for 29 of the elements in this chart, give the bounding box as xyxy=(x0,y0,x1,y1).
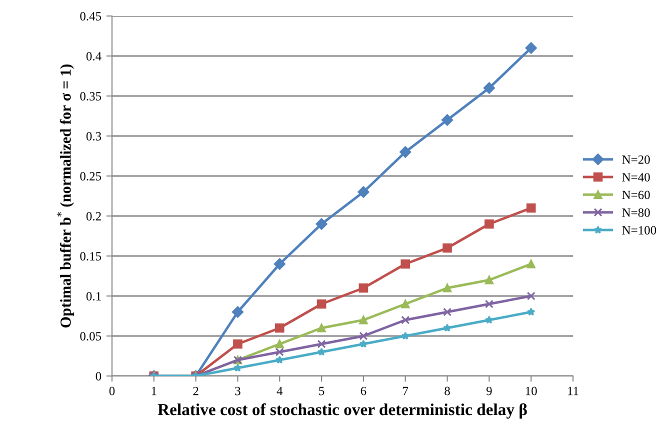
x-tick-label: 7 xyxy=(403,386,408,396)
y-tick-label: 0.4 xyxy=(86,52,102,61)
y-axis-title: Optimal buffer b$^{*}$ (normalized for σ = 1) xyxy=(56,64,74,328)
x-tick-label: 0 xyxy=(109,386,115,396)
y-tick-label: 0.3 xyxy=(86,132,102,141)
legend-label: N=100 xyxy=(622,226,656,234)
x-tick-label: 1 xyxy=(152,386,156,396)
x-tick-label: 9 xyxy=(486,386,492,396)
x-tick-label: 10 xyxy=(526,386,537,396)
x-tick-label: 2 xyxy=(193,386,198,396)
x-tick-label: 5 xyxy=(319,386,324,396)
y-tick-label: 0.1 xyxy=(86,292,101,301)
legend-label: N=40 xyxy=(622,173,650,182)
y-tick-label: 0.35 xyxy=(80,92,102,101)
x-tick-label: 8 xyxy=(444,386,450,396)
legend-label: N=60 xyxy=(622,190,650,200)
y-tick-label: 0 xyxy=(96,372,102,380)
legend-label: N=80 xyxy=(622,208,650,217)
x-tick-label: 11 xyxy=(568,386,578,396)
x-tick-label: 3 xyxy=(235,386,240,396)
y-tick-label: 0.25 xyxy=(80,172,102,181)
y-tick-label: 0.15 xyxy=(80,252,102,261)
x-axis-title: Relative cost of stochastic over deterministic delay β xyxy=(158,403,527,419)
x-tick-label: 6 xyxy=(360,386,366,396)
y-tick-label: 0.2 xyxy=(86,212,101,221)
x-tick-label: 4 xyxy=(276,386,283,396)
legend-label: N=20 xyxy=(622,155,650,164)
y-tick-label: 0.05 xyxy=(80,332,102,341)
y-tick-label: 0.45 xyxy=(80,12,102,21)
